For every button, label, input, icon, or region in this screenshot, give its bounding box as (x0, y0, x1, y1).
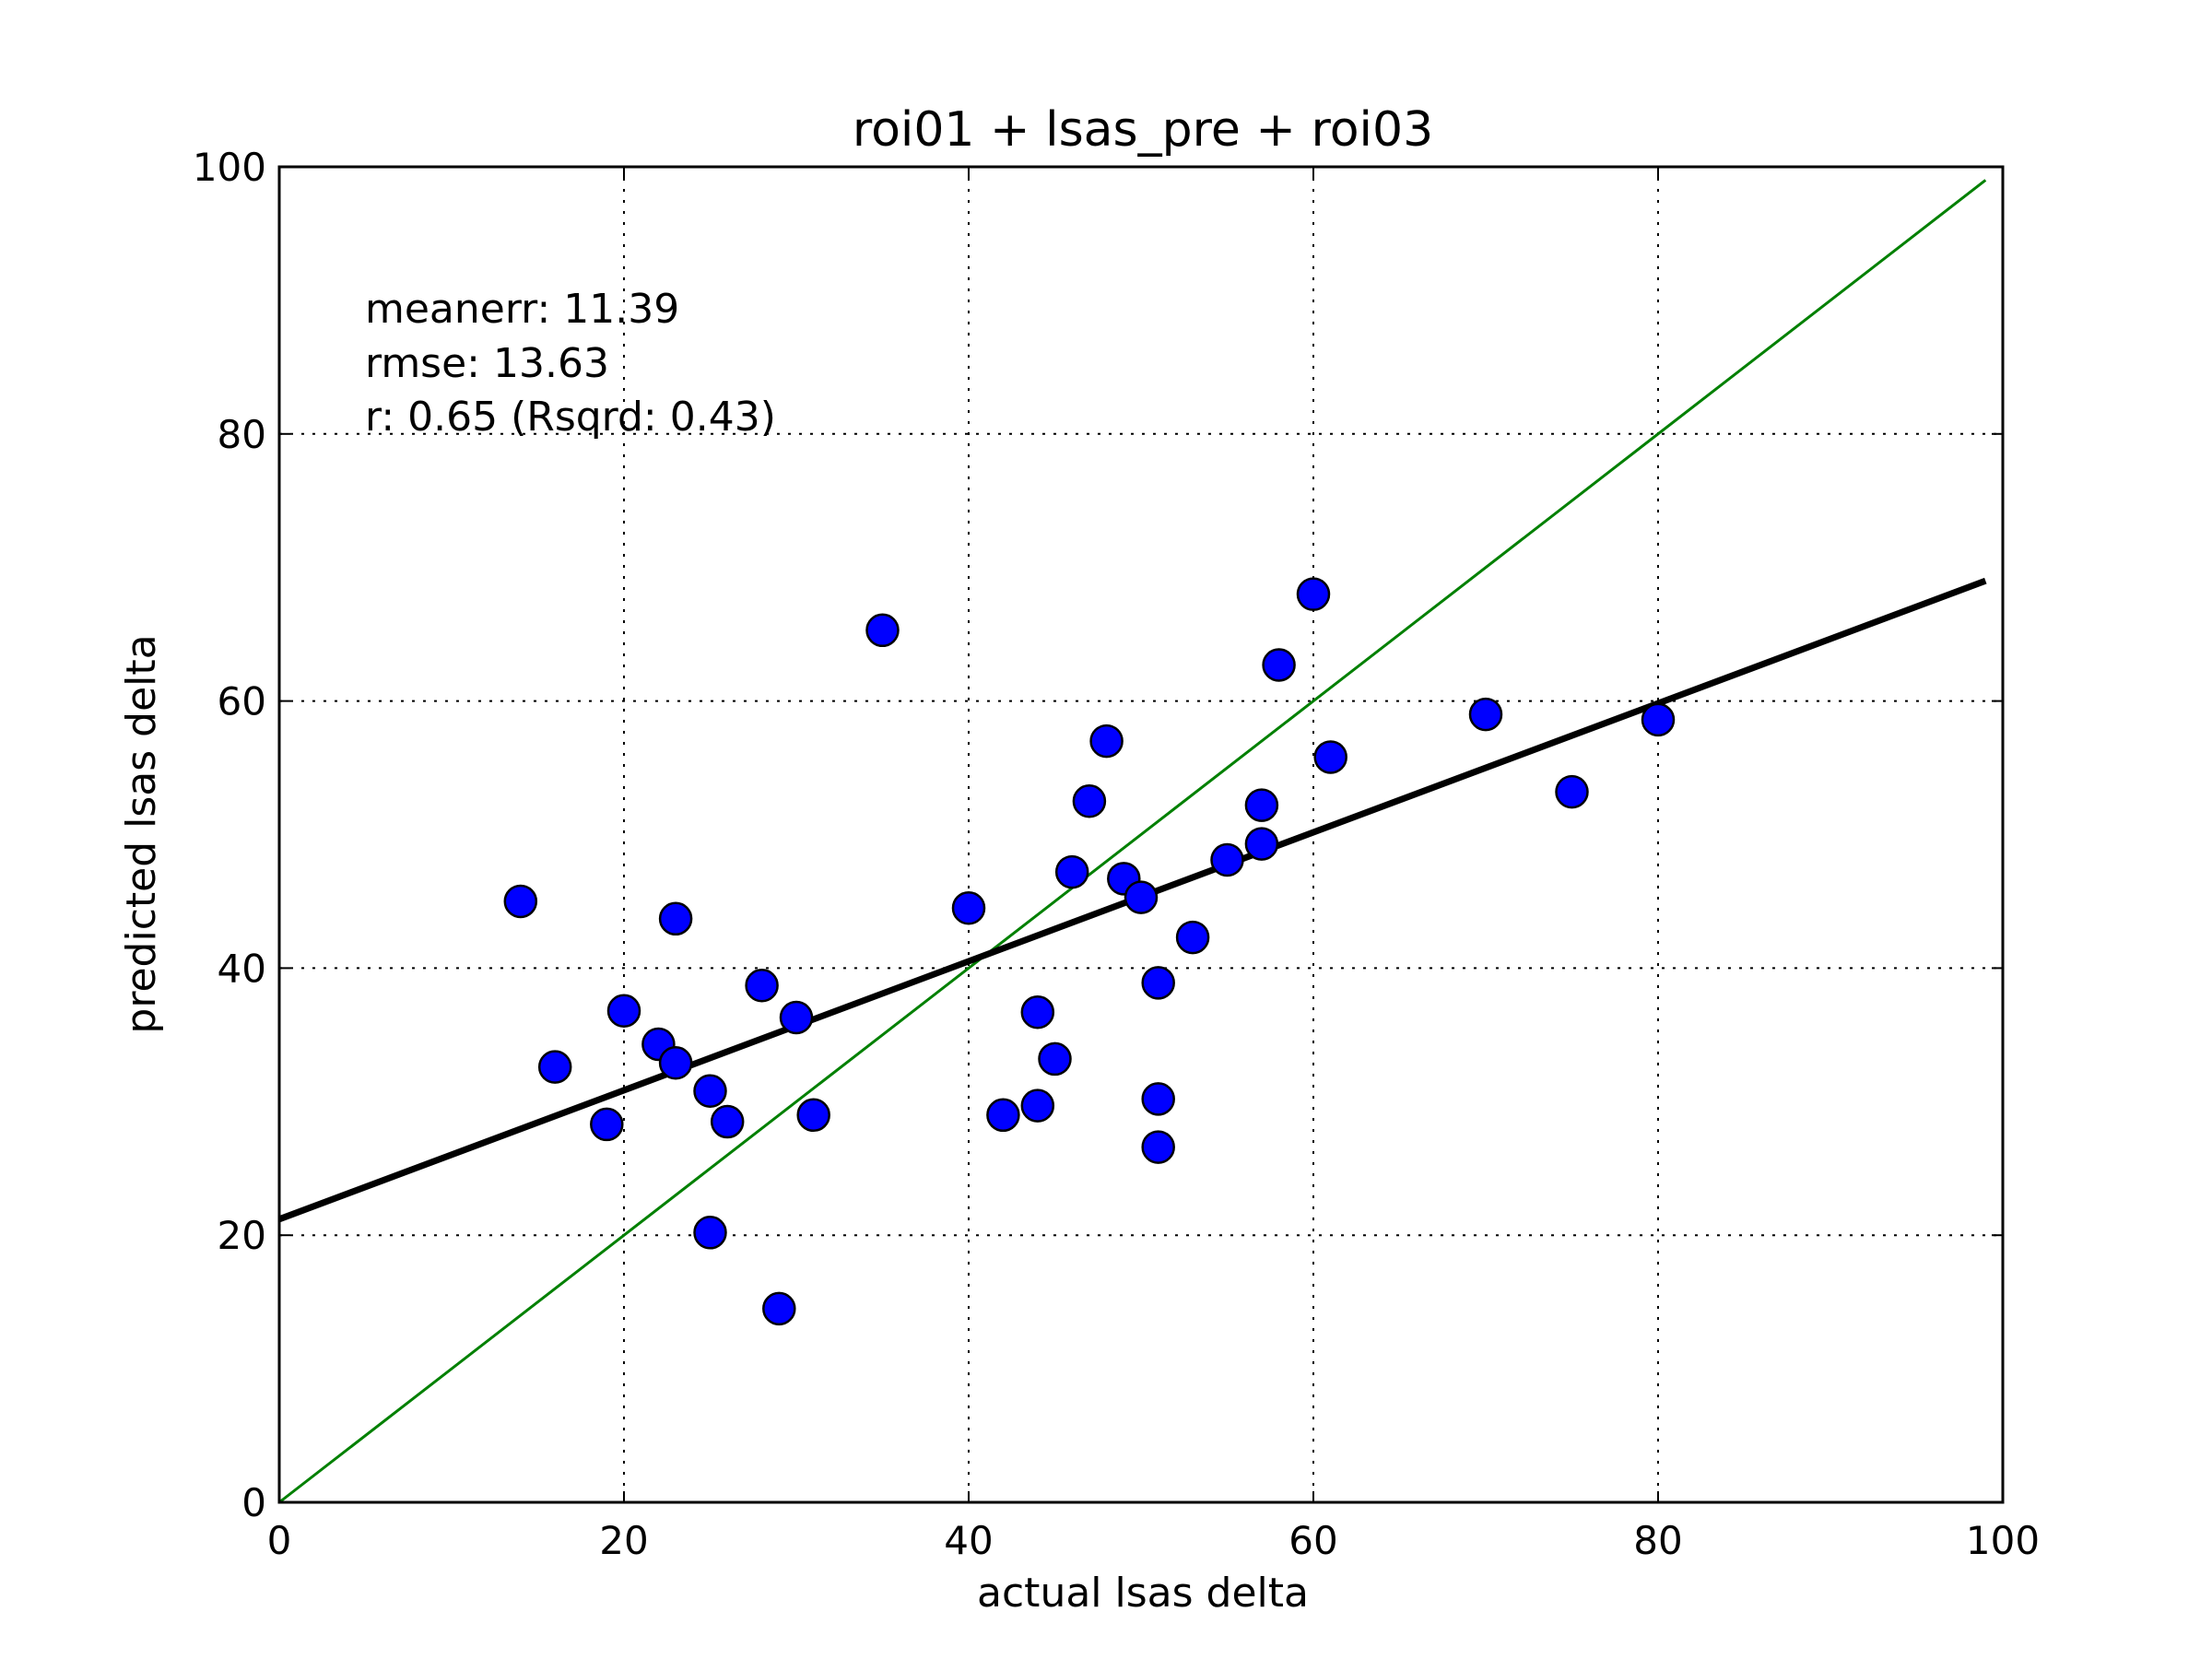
y-axis-label: predicted lsas delta (118, 634, 165, 1033)
data-point (779, 1000, 814, 1035)
data-points (503, 577, 1676, 1326)
data-point (537, 1050, 572, 1084)
data-point (1313, 740, 1347, 774)
data-point (1262, 648, 1296, 682)
data-point (503, 884, 538, 919)
data-point (1210, 842, 1244, 877)
data-point (693, 1074, 727, 1108)
y-tick-label: 100 (193, 145, 266, 190)
x-tick-label: 20 (599, 1518, 648, 1563)
data-point (762, 1291, 796, 1326)
x-tick-label: 80 (1633, 1518, 1682, 1563)
data-point (658, 901, 693, 936)
data-point (1054, 854, 1089, 889)
data-point (1072, 784, 1107, 818)
x-tick-label: 60 (1288, 1518, 1337, 1563)
y-tick-label: 80 (218, 412, 266, 457)
data-point (606, 994, 641, 1029)
data-point (1141, 1130, 1175, 1164)
x-tick-label: 100 (1966, 1518, 2040, 1563)
plot-frame (277, 165, 2005, 1504)
data-point (745, 968, 779, 1003)
y-tick-label: 0 (241, 1480, 266, 1525)
data-point (865, 613, 900, 648)
x-tick-label: 0 (267, 1518, 292, 1563)
data-point (1141, 966, 1175, 1000)
data-point (1038, 1041, 1072, 1077)
data-point (1555, 774, 1589, 809)
data-point (1296, 577, 1331, 611)
y-tick-label: 40 (218, 946, 266, 991)
annotation-r: r: 0.65 (Rsqrd: 0.43) (365, 394, 776, 441)
x-tick-labels: 0 20 40 60 80 100 (267, 1518, 2040, 1563)
data-point (986, 1098, 1020, 1133)
data-point (1089, 724, 1124, 759)
data-point (1468, 697, 1503, 732)
data-point (1641, 702, 1676, 737)
data-point (796, 1098, 830, 1133)
data-point (1244, 788, 1279, 822)
data-point (693, 1216, 727, 1250)
annotation-meanerr: meanerr: 11.39 (365, 286, 679, 333)
y-tick-label: 20 (218, 1213, 266, 1258)
data-point (1175, 920, 1210, 955)
grid (279, 167, 2003, 1502)
chart-title: roi01 + lsas_pre + roi03 (853, 102, 1433, 158)
identity-line (278, 179, 1987, 1504)
y-tick-labels: 0 20 40 60 80 100 (193, 145, 266, 1525)
data-point (951, 890, 986, 925)
data-point (658, 1046, 693, 1080)
x-axis-label: actual lsas delta (977, 1570, 1309, 1617)
data-point (1141, 1082, 1175, 1116)
data-point (1020, 994, 1055, 1030)
data-point (1124, 880, 1159, 914)
data-point (1020, 1088, 1055, 1123)
data-point (710, 1104, 745, 1139)
annotation-rmse: rmse: 13.63 (365, 340, 609, 387)
data-point (590, 1107, 624, 1142)
data-point (1244, 827, 1279, 861)
x-tick-label: 40 (944, 1518, 993, 1563)
y-tick-label: 60 (218, 679, 266, 724)
